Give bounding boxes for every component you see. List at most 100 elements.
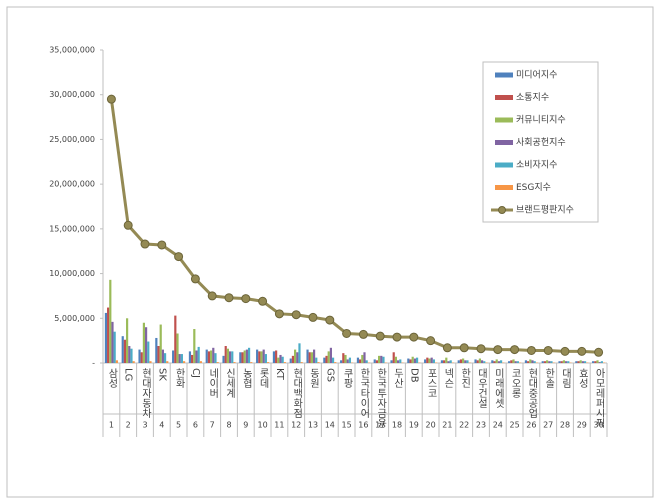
line-marker [543,345,553,355]
rank-label: 3 [142,421,147,430]
x-tick-label: CJ [190,368,201,378]
bar [359,359,362,363]
bar [325,355,328,363]
bar [411,356,414,363]
bar [558,361,561,363]
legend-swatch [495,162,513,168]
bar [214,353,217,363]
y-tick-label: 25,000,000 [49,135,95,144]
bar [128,346,131,363]
bar [172,350,175,363]
bar [583,361,587,363]
line-marker [358,329,368,339]
bar [272,351,276,363]
bar [478,358,481,363]
x-tick-label: 쿠팡 [341,368,353,388]
bar [546,360,549,363]
bar [596,360,599,363]
x-tick-label: 포스코 [425,368,437,398]
x-tick-label: 한국투자금융 [375,368,387,428]
x-tick-label: 한솔 [543,368,555,388]
bar [161,349,164,363]
y-tick-label: - [92,359,95,368]
bar [229,351,232,363]
bar [378,355,381,363]
bar [212,347,215,363]
legend-label: 소비자지수 [516,160,557,171]
bar [188,351,192,363]
bar [224,346,227,363]
bar [166,361,169,363]
bar [115,360,118,363]
bar [195,350,198,363]
bar [157,346,160,363]
rank-label: 11 [274,421,284,430]
bar [524,360,528,363]
bar [258,351,261,363]
bar [594,361,597,363]
bar [310,352,313,363]
x-tick-label: 넥슨 [442,368,454,388]
line-marker [123,220,133,230]
rank-label: 1 [109,421,114,430]
line-marker [493,345,503,355]
bar [428,358,431,363]
x-tick-label: 대우건설 [476,368,488,408]
bar [334,362,337,363]
rank-label: 2 [126,421,131,430]
line-marker [140,239,150,249]
rank-label: 10 [258,421,268,430]
rank-label: 22 [459,421,469,430]
bar [462,358,465,363]
bar [445,357,448,363]
bar [178,354,181,363]
rank-label: 9 [243,421,248,430]
bar [432,359,435,363]
bar [392,352,395,363]
x-tick-label: 미래에셋 [492,368,504,408]
bar [283,362,286,363]
bar [239,352,242,363]
rank-label: 4 [159,421,164,430]
bar [443,360,446,363]
bar [193,329,196,363]
line-marker [258,296,268,306]
legend-swatch [495,185,513,190]
line-marker [510,345,520,355]
bar [111,321,114,363]
bar [514,361,517,363]
bar [543,361,547,363]
bar [382,356,385,363]
rank-label: 12 [291,421,301,430]
bar [313,349,316,363]
y-tick-label: 30,000,000 [49,90,95,99]
x-tick-label: 한화 [173,368,185,389]
bar [497,361,500,363]
line-marker [594,347,604,357]
bar [132,361,135,363]
x-tick-label: KT [274,368,285,381]
x-tick-label: 네이버 [207,368,219,399]
bar [331,357,335,363]
bar [323,357,326,363]
rank-label: 13 [308,421,318,430]
bar [197,346,200,363]
bar [266,362,270,363]
bar [205,349,208,363]
line-marker [577,346,587,356]
rank-label: 17 [375,421,385,430]
bar [329,347,332,363]
bar [247,347,251,363]
bar [250,362,253,363]
bar [483,361,486,363]
bar [598,362,601,363]
bar [317,362,320,363]
line-marker [442,343,452,353]
x-tick-label: DB [408,368,419,383]
bar [440,360,444,363]
bar [348,357,351,363]
y-tick-label: 5,000,000 [54,314,95,323]
legend-marker [498,206,506,214]
x-tick-label: 한진 [459,368,471,388]
